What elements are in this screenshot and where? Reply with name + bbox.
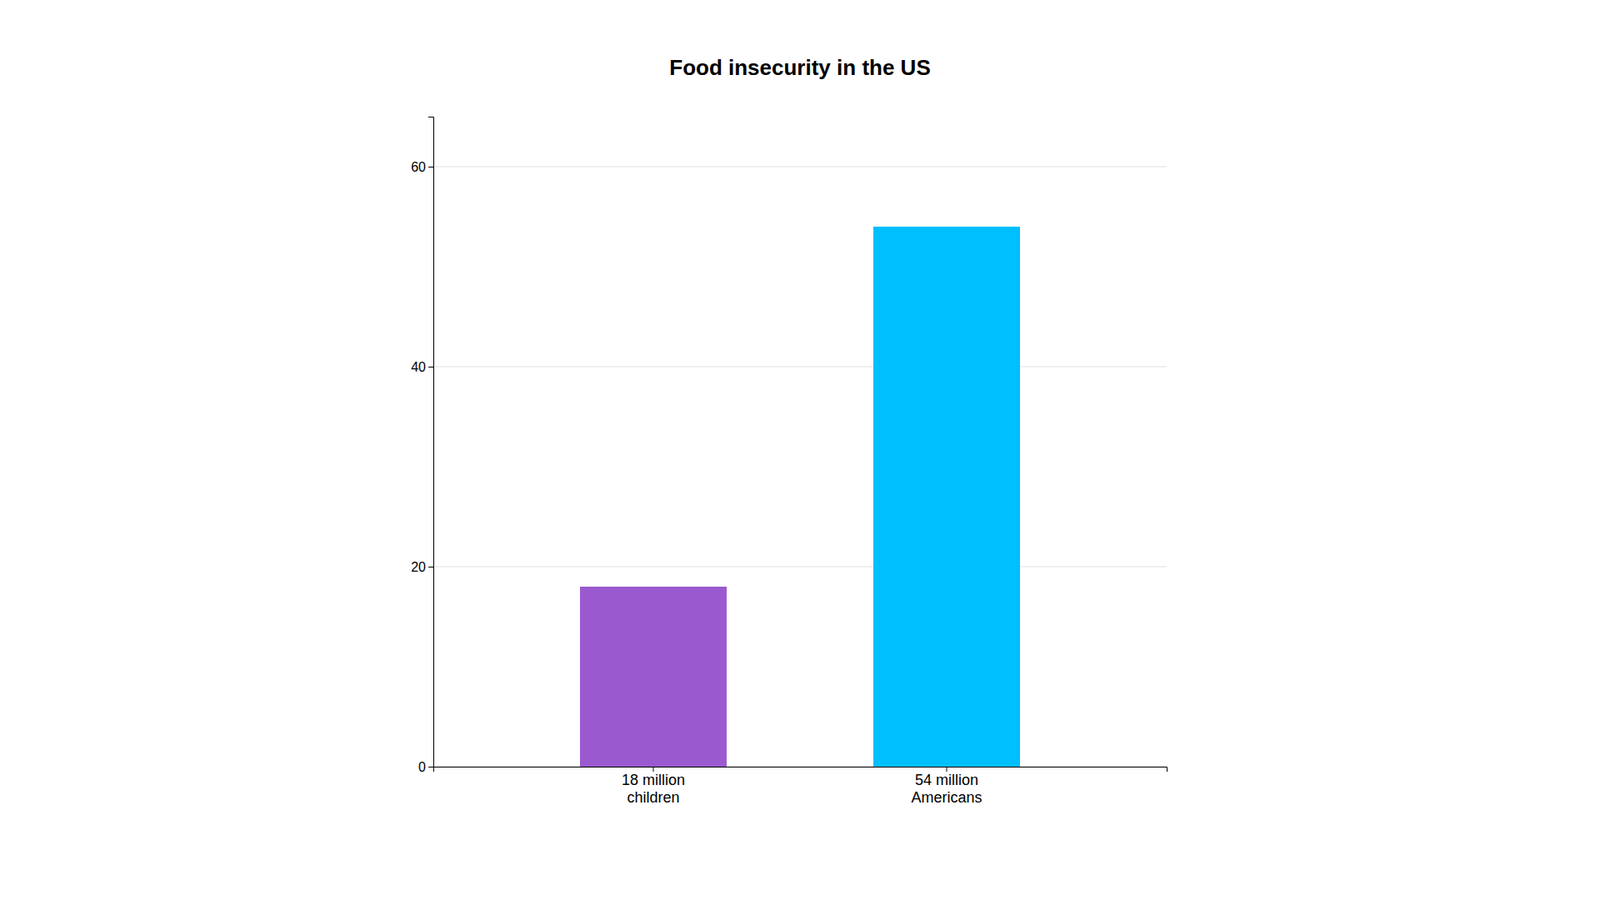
chart-container: 0 20 40 60 18 millionchildren 54 millionAmeri… (0, 0, 1600, 900)
y-tick-label: 40 (410, 360, 426, 375)
grid (433, 166, 1167, 767)
y-tick: 60 (410, 160, 434, 175)
chart-title: Food insecurity in the US (669, 55, 930, 80)
y-tick-mark (428, 366, 434, 368)
y-tick: 40 (410, 360, 434, 375)
bar (580, 586, 727, 767)
y-axis-line (428, 117, 435, 768)
x-tick-label: 54 millionAmericans (910, 771, 982, 807)
y-tick-mark (428, 766, 434, 768)
bar (873, 226, 1020, 767)
y-tick: 20 (410, 560, 434, 575)
y-tick-mark (428, 166, 434, 168)
grid-line (433, 566, 1167, 568)
x-tick-label-line: 18 million (621, 771, 685, 789)
y-tick-label: 0 (418, 760, 426, 775)
x-tick: 18 millionchildren (621, 766, 685, 806)
x-tick-label-line: children (626, 789, 680, 806)
y-tick: 0 (418, 760, 434, 775)
grid-line (433, 366, 1167, 368)
x-tick-label-line: 54 million (915, 771, 979, 789)
x-axis-line (434, 767, 1168, 773)
y-tick-mark (428, 566, 434, 568)
y-tick-label: 60 (410, 160, 426, 175)
x-tick-label-line: Americans (910, 789, 982, 806)
y-tick-label: 20 (410, 560, 426, 575)
x-axis: 18 millionchildren 54 millionAmericans (434, 766, 1168, 806)
plot-area: 0 20 40 60 18 millionchildren 54 millionAmeri… (410, 117, 1167, 807)
x-tick: 54 millionAmericans (910, 766, 982, 806)
bars (580, 226, 1020, 767)
grid-line (433, 166, 1167, 168)
x-tick-label: 18 millionchildren (621, 771, 685, 807)
y-axis: 0 20 40 60 (410, 117, 434, 775)
chart-svg: 0 20 40 60 18 millionchildren 54 millionAmeri… (0, 0, 1600, 900)
